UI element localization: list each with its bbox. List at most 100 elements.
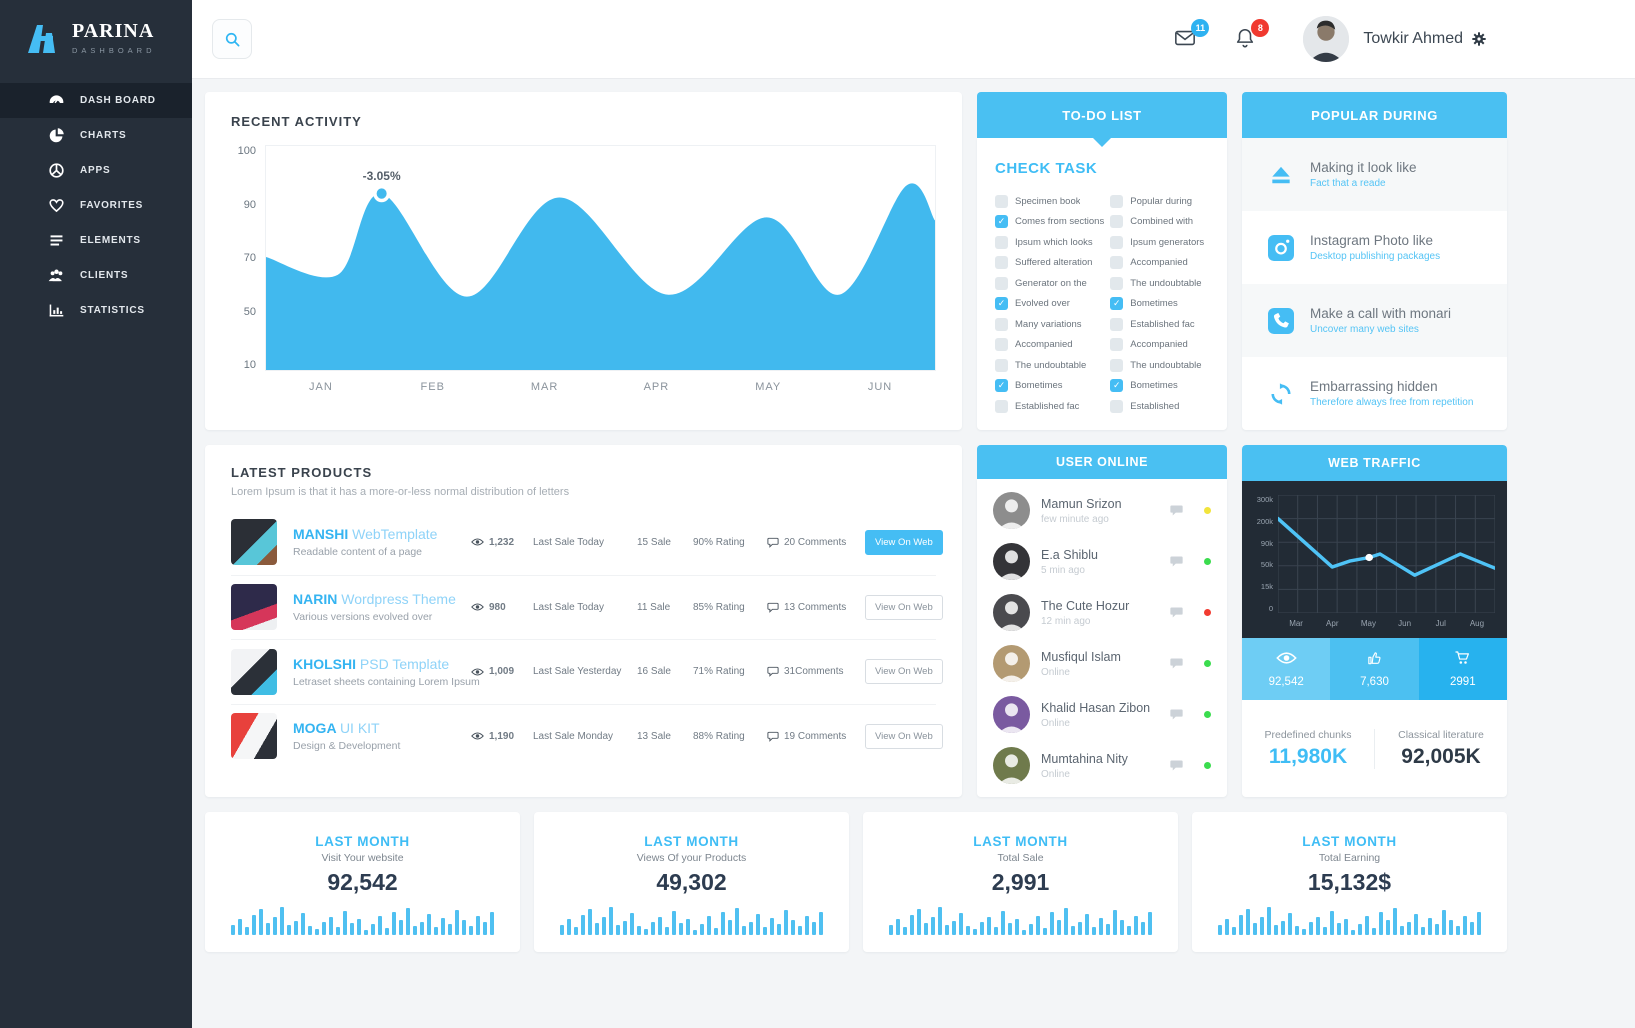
eye-stat[interactable]: 92,542	[1242, 638, 1331, 700]
todo-task[interactable]: ✓ Bometimes	[995, 376, 1104, 397]
chat-bubble-icon[interactable]	[1169, 657, 1184, 670]
checkbox[interactable]	[995, 358, 1008, 372]
sparkline-bar	[735, 908, 739, 935]
view-on-web-button[interactable]: View On Web	[865, 659, 943, 685]
chat-bubble-icon[interactable]	[1169, 708, 1184, 721]
todo-task[interactable]: Established fac	[995, 396, 1104, 417]
user-avatar[interactable]	[993, 645, 1030, 682]
checkbox[interactable]	[995, 276, 1008, 290]
sidebar-item-apps[interactable]: APPS	[0, 153, 192, 188]
sidebar-item-label: APPS	[80, 165, 111, 176]
view-on-web-button[interactable]: View On Web	[865, 723, 943, 749]
sidebar-item-clients[interactable]: CLIENTS	[0, 258, 192, 293]
user-avatar[interactable]	[1303, 16, 1350, 62]
checkbox[interactable]	[995, 317, 1008, 331]
checkbox[interactable]: ✓	[995, 297, 1008, 311]
settings-gear-icon[interactable]	[1471, 31, 1487, 47]
chat-bubble-icon[interactable]	[1169, 555, 1184, 568]
sparkline-bar	[658, 917, 662, 935]
todo-task[interactable]: The undoubtable	[1110, 273, 1209, 294]
sidebar-item-charts[interactable]: CHARTS	[0, 118, 192, 153]
todo-task[interactable]: Combined with	[1110, 212, 1209, 233]
product-name[interactable]: MOGA UI KIT	[293, 720, 380, 737]
user-online-panel: USER ONLINE Mamun Srizon few minute ago E.…	[977, 445, 1227, 797]
checkbox[interactable]	[1110, 338, 1124, 352]
todo-task[interactable]: ✓ Bometimes	[1110, 294, 1209, 315]
sparkline-bar	[1414, 914, 1418, 935]
checkbox[interactable]: ✓	[1110, 379, 1124, 393]
todo-task[interactable]: Ipsum which looks	[995, 232, 1104, 253]
popular-item-embarrassing-hidden[interactable]: Embarrassing hidden Therefore always free…	[1242, 357, 1507, 430]
user-name[interactable]: Towkir Ahmed	[1363, 30, 1463, 47]
popular-item-make-a-call-with-monari[interactable]: Make a call with monari Uncover many web …	[1242, 284, 1507, 357]
checkbox[interactable]	[995, 399, 1008, 413]
sparkline-bar	[1099, 918, 1103, 935]
product-name[interactable]: MANSHI WebTemplate	[293, 526, 438, 543]
checkbox[interactable]	[1110, 256, 1124, 270]
todo-task[interactable]: ✓ Comes from sections	[995, 212, 1104, 233]
todo-task[interactable]: Many variations	[995, 314, 1104, 335]
user-name: Khalid Hasan Zibon	[1041, 700, 1151, 715]
checkbox[interactable]	[995, 194, 1008, 208]
checkbox[interactable]	[995, 256, 1008, 270]
product-comments: 19 Comments	[767, 731, 865, 742]
view-on-web-button[interactable]: View On Web	[865, 594, 943, 620]
popular-item-instagram-photo-like[interactable]: Instagram Photo like Desktop publishing p…	[1242, 211, 1507, 284]
todo-task[interactable]: Specimen book	[995, 191, 1104, 212]
chat-bubble-icon[interactable]	[1169, 504, 1184, 517]
user-avatar[interactable]	[993, 696, 1030, 733]
checkbox[interactable]	[1110, 317, 1124, 331]
checkbox[interactable]	[1110, 194, 1124, 208]
sidebar-item-dash-board[interactable]: DASH BOARD	[0, 83, 192, 118]
user-avatar[interactable]	[993, 594, 1030, 631]
checkbox[interactable]	[1110, 215, 1124, 229]
product-name[interactable]: KHOLSHI PSD Template	[293, 655, 450, 672]
checkbox[interactable]	[995, 338, 1008, 352]
cart-stat[interactable]: 2991	[1418, 638, 1507, 700]
todo-task[interactable]: Generator on the	[995, 273, 1104, 294]
thumb-stat[interactable]: 7,630	[1330, 638, 1419, 700]
sidebar-item-favorites[interactable]: FAVORITES	[0, 188, 192, 223]
sidebar-item-statistics[interactable]: STATISTICS	[0, 293, 192, 328]
y-tick-label: 50k	[1260, 560, 1273, 570]
todo-task[interactable]: ✓ Evolved over	[995, 294, 1104, 315]
todo-task[interactable]: Established fac	[1110, 314, 1209, 335]
todo-task[interactable]: Accompanied	[1110, 335, 1209, 356]
view-on-web-button[interactable]: View On Web	[865, 529, 943, 555]
todo-task[interactable]: The undoubtable	[995, 355, 1104, 376]
sparkline-bar	[756, 914, 760, 935]
sparkline-bar	[1337, 923, 1341, 935]
todo-task[interactable]: Accompanied	[995, 335, 1104, 356]
checkbox[interactable]	[995, 235, 1008, 249]
todo-task[interactable]: The undoubtable	[1110, 355, 1209, 376]
checkbox[interactable]	[1110, 399, 1124, 413]
popular-item-making-it-look-like[interactable]: Making it look like Fact that a reade	[1242, 138, 1507, 211]
user-avatar[interactable]	[993, 543, 1030, 580]
sparkline-bar	[777, 924, 781, 935]
messages-button[interactable]: 11	[1173, 19, 1210, 51]
checkbox[interactable]: ✓	[995, 379, 1008, 393]
todo-task[interactable]: ✓ Bometimes	[1110, 376, 1209, 397]
chat-bubble-icon[interactable]	[1169, 759, 1184, 772]
checkbox[interactable]	[1110, 358, 1124, 372]
todo-task[interactable]: Ipsum generators	[1110, 232, 1209, 253]
search-button[interactable]	[212, 19, 252, 59]
product-name[interactable]: NARIN Wordpress Theme	[293, 591, 456, 608]
todo-task[interactable]: Established	[1110, 396, 1209, 417]
checkbox[interactable]	[1110, 276, 1124, 290]
checkbox[interactable]	[1110, 235, 1124, 249]
notifications-button[interactable]: 8	[1233, 19, 1270, 51]
checkbox[interactable]: ✓	[1110, 297, 1124, 311]
todo-column-right: Popular during Combined with Ipsum generat…	[1110, 191, 1209, 417]
user-avatar[interactable]	[993, 747, 1030, 784]
user-online-list: Mamun Srizon few minute ago E.a Shiblu 5 mi…	[977, 479, 1227, 797]
todo-task[interactable]: Suffered alteration	[995, 253, 1104, 274]
chat-bubble-icon[interactable]	[1169, 606, 1184, 619]
todo-task[interactable]: Accompanied	[1110, 253, 1209, 274]
brand-logo[interactable]: PARINA DASHBOARD	[0, 0, 192, 73]
user-online-header: USER ONLINE	[977, 445, 1227, 479]
user-avatar[interactable]	[993, 492, 1030, 529]
todo-task[interactable]: Popular during	[1110, 191, 1209, 212]
sidebar-item-elements[interactable]: ELEMENTS	[0, 223, 192, 258]
checkbox[interactable]: ✓	[995, 215, 1008, 229]
